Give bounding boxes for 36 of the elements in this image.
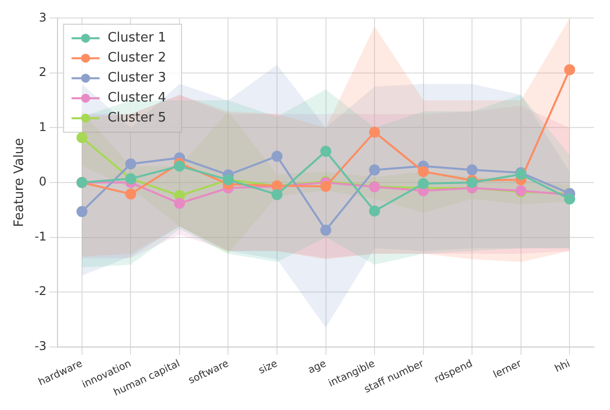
point	[272, 189, 283, 200]
point	[418, 166, 429, 178]
y-tick-label: 2	[38, 65, 47, 80]
legend-label: Cluster 4	[108, 90, 166, 106]
point	[369, 164, 380, 176]
point	[418, 178, 429, 190]
x-tick-label: hhi	[553, 358, 572, 375]
y-tick-label: -2	[34, 284, 47, 298]
point	[272, 150, 283, 162]
y-tick-label: 3	[38, 10, 47, 24]
legend-label: Cluster 2	[108, 50, 166, 66]
legend-label: Cluster 5	[108, 110, 166, 126]
point	[174, 160, 185, 172]
y-tick-label: 0	[38, 174, 47, 189]
y-tick-label: 1	[38, 120, 47, 134]
point	[564, 193, 576, 204]
point	[369, 126, 380, 138]
point	[76, 206, 88, 218]
point	[369, 206, 380, 217]
point	[320, 224, 332, 236]
point	[320, 146, 332, 157]
point	[174, 198, 185, 209]
point	[320, 180, 332, 192]
point	[564, 64, 576, 76]
point	[125, 158, 136, 170]
y-tick-label: -3	[34, 338, 47, 353]
y-axis-title: Feature Value	[12, 138, 28, 228]
legend-label: Cluster 1	[108, 30, 166, 46]
point	[125, 188, 136, 200]
point	[76, 132, 88, 144]
point	[466, 164, 478, 176]
legend-label: Cluster 3	[108, 70, 166, 86]
x-tick-label: size	[257, 358, 280, 377]
point	[466, 177, 478, 188]
y-tick-label: -1	[34, 229, 47, 244]
x-tick-label: age	[306, 358, 328, 376]
